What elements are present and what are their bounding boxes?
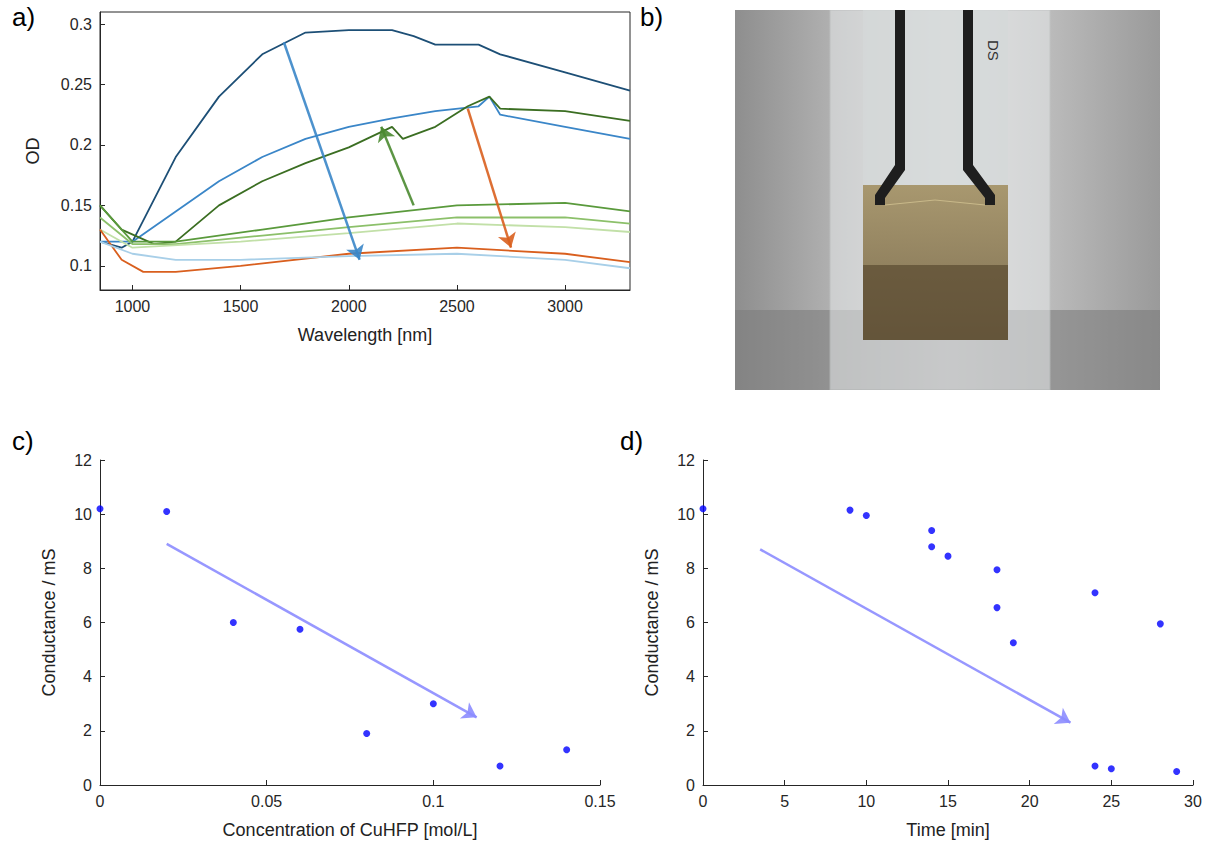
- svg-text:3000: 3000: [547, 298, 583, 315]
- svg-text:a): a): [12, 2, 35, 32]
- svg-text:15: 15: [939, 793, 957, 810]
- svg-text:10: 10: [74, 506, 92, 523]
- svg-text:12: 12: [74, 452, 92, 469]
- svg-text:Concentration of CuHFP [mol/L]: Concentration of CuHFP [mol/L]: [223, 820, 478, 840]
- svg-text:Conductance / mS: Conductance / mS: [642, 548, 662, 696]
- svg-text:0.05: 0.05: [251, 793, 282, 810]
- svg-text:0.2: 0.2: [70, 136, 92, 153]
- svg-text:c): c): [12, 426, 34, 456]
- svg-text:4: 4: [686, 668, 695, 685]
- svg-text:10: 10: [677, 506, 695, 523]
- svg-text:0.25: 0.25: [61, 76, 92, 93]
- svg-text:0.15: 0.15: [61, 197, 92, 214]
- svg-text:0: 0: [686, 777, 695, 794]
- svg-text:b): b): [640, 2, 663, 32]
- svg-text:1500: 1500: [223, 298, 259, 315]
- svg-text:0: 0: [699, 793, 708, 810]
- svg-text:20: 20: [1021, 793, 1039, 810]
- svg-text:2: 2: [83, 722, 92, 739]
- svg-text:0.1: 0.1: [70, 257, 92, 274]
- svg-text:DS: DS: [985, 40, 1002, 61]
- svg-text:2: 2: [686, 722, 695, 739]
- svg-text:6: 6: [686, 614, 695, 631]
- svg-text:30: 30: [1184, 793, 1202, 810]
- svg-text:8: 8: [83, 560, 92, 577]
- svg-text:12: 12: [677, 452, 695, 469]
- svg-text:0.1: 0.1: [422, 793, 444, 810]
- svg-text:0.3: 0.3: [70, 16, 92, 33]
- svg-text:2000: 2000: [331, 298, 367, 315]
- svg-text:Time [min]: Time [min]: [906, 820, 989, 840]
- svg-text:0: 0: [83, 777, 92, 794]
- svg-text:8: 8: [686, 560, 695, 577]
- svg-text:5: 5: [780, 793, 789, 810]
- svg-text:0.15: 0.15: [584, 793, 615, 810]
- svg-text:10: 10: [857, 793, 875, 810]
- svg-text:4: 4: [83, 668, 92, 685]
- svg-text:6: 6: [83, 614, 92, 631]
- svg-text:d): d): [620, 426, 643, 456]
- svg-text:1000: 1000: [115, 298, 151, 315]
- svg-text:Conductance / mS: Conductance / mS: [39, 548, 59, 696]
- svg-text:2500: 2500: [439, 298, 475, 315]
- svg-text:0: 0: [96, 793, 105, 810]
- svg-text:Wavelength [nm]: Wavelength [nm]: [298, 325, 432, 345]
- svg-text:25: 25: [1102, 793, 1120, 810]
- svg-text:OD: OD: [23, 137, 43, 164]
